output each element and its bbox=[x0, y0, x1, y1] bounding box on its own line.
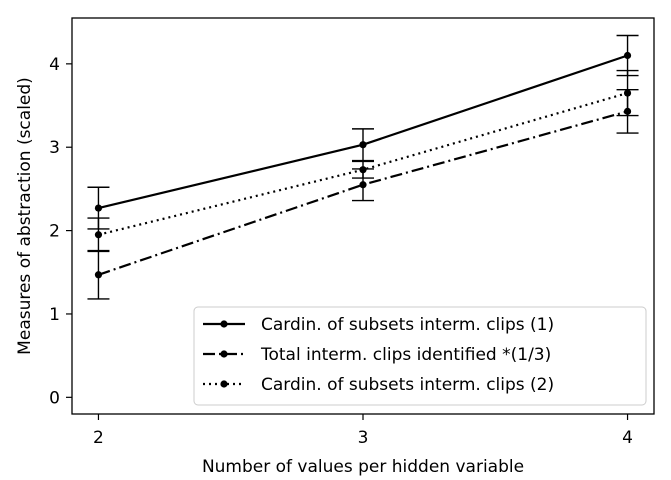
legend-label: Total interm. clips identified *(1/3) bbox=[260, 345, 551, 365]
series-line bbox=[98, 110, 628, 276]
data-point bbox=[623, 51, 632, 60]
y-tick-label: 3 bbox=[49, 138, 60, 158]
legend-box bbox=[193, 306, 647, 406]
y-tick-label: 4 bbox=[49, 55, 60, 75]
x-tick-label: 3 bbox=[358, 428, 369, 448]
x-tick-label: 4 bbox=[622, 428, 633, 448]
legend: Cardin. of subsets interm. clips (1) Tota… bbox=[193, 306, 647, 406]
y-axis-ticks: 0 1 2 3 4 bbox=[49, 55, 72, 408]
legend-marker bbox=[220, 380, 228, 388]
y-tick-label: 2 bbox=[49, 222, 60, 242]
legend-label: Cardin. of subsets interm. clips (1) bbox=[261, 315, 554, 335]
series-2 bbox=[87, 88, 639, 300]
data-point bbox=[94, 204, 103, 212]
legend-label: Cardin. of subsets interm. clips (2) bbox=[261, 375, 554, 395]
data-point bbox=[94, 271, 103, 279]
legend-marker bbox=[220, 320, 228, 328]
data-point bbox=[623, 89, 632, 97]
y-axis-label: Measures of abstraction (scaled) bbox=[15, 77, 35, 355]
series-3 bbox=[87, 69, 639, 253]
data-point bbox=[359, 181, 367, 189]
y-tick-label: 0 bbox=[49, 388, 60, 408]
data-point bbox=[359, 166, 367, 174]
data-point bbox=[359, 141, 367, 149]
y-tick-label: 1 bbox=[49, 305, 60, 325]
series-layer bbox=[87, 34, 639, 300]
x-axis-label: Number of values per hidden variable bbox=[202, 457, 524, 477]
data-point bbox=[94, 231, 103, 239]
legend-marker bbox=[220, 350, 228, 358]
x-axis-ticks: 2 3 4 bbox=[93, 414, 633, 448]
series-line bbox=[98, 91, 628, 236]
x-tick-label: 2 bbox=[93, 428, 104, 448]
